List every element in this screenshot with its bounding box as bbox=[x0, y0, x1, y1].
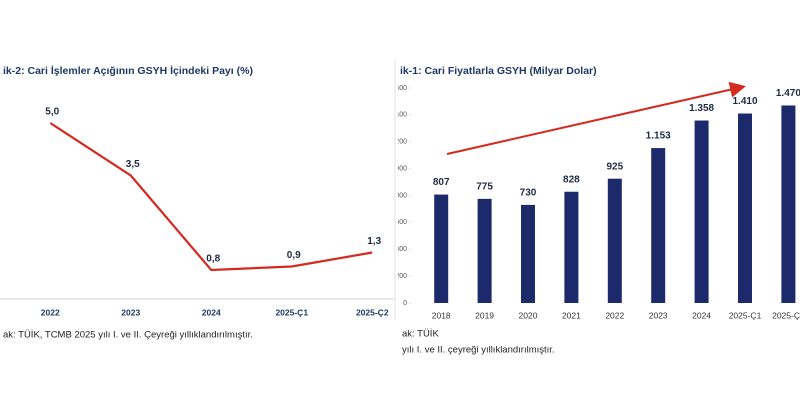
footnote: ak: TÜİK, TCMB 2025 yılı I. ve II. Çeyre… bbox=[3, 330, 253, 341]
data-label: 1.410 bbox=[732, 96, 757, 107]
y-tick-label: 600 bbox=[395, 219, 407, 226]
y-tick-label: 1.600 bbox=[389, 85, 407, 92]
x-tick-label: 2024 bbox=[692, 310, 711, 320]
x-tick-label: 2022 bbox=[41, 307, 60, 317]
y-tick-label: 200 bbox=[395, 273, 407, 280]
x-tick-label: 2023 bbox=[121, 307, 140, 317]
bar bbox=[434, 194, 449, 303]
bar bbox=[607, 178, 622, 303]
data-line bbox=[49, 122, 373, 272]
data-label: 775 bbox=[476, 182, 493, 193]
y-tick-label: 400 bbox=[395, 246, 407, 253]
left-panel: ik-2: Cari İşlemler Açığının GSYH İçinde… bbox=[0, 60, 396, 341]
x-tick-label: 2024 bbox=[202, 307, 221, 317]
data-label: 730 bbox=[520, 188, 537, 199]
data-label: 1.153 bbox=[646, 131, 671, 142]
y-tick-label: 0 bbox=[403, 300, 407, 307]
bar bbox=[694, 120, 709, 303]
y-tick-label: 800 bbox=[395, 192, 407, 199]
y-tick-label: 1.400 bbox=[389, 112, 407, 119]
bar bbox=[521, 204, 535, 303]
y-tick-label: 1.000 bbox=[389, 165, 407, 172]
data-label: 0,8 bbox=[206, 254, 220, 265]
x-tick-label: 2018 bbox=[432, 310, 451, 320]
data-label: 807 bbox=[433, 177, 450, 188]
data-label: 925 bbox=[606, 161, 623, 172]
footnote: yılı I. ve II. çeyreği yıllıklandırılmış… bbox=[402, 345, 555, 356]
x-tick-label: 2022 bbox=[605, 310, 624, 320]
y-tick-label: 1.200 bbox=[389, 139, 407, 146]
bar bbox=[477, 198, 492, 303]
x-tick-label: 2025-Ç1 bbox=[729, 310, 762, 320]
data-label: 828 bbox=[563, 174, 580, 185]
bar bbox=[651, 148, 666, 303]
chart-title: ik-1: Cari Fiyatlarla GSYH (Milyar Dolar… bbox=[400, 65, 597, 77]
x-tick-label: 2023 bbox=[649, 310, 668, 320]
bar bbox=[781, 105, 796, 303]
right-panel: ik-1: Cari Fiyatlarla GSYH (Milyar Dolar… bbox=[389, 65, 800, 356]
x-tick-label: 2025-Ç2 bbox=[772, 310, 800, 320]
x-tick-label: 2019 bbox=[475, 310, 494, 320]
x-tick-label: 2025-Ç2 bbox=[356, 307, 389, 317]
bar bbox=[738, 113, 752, 303]
x-tick-label: 2020 bbox=[519, 310, 538, 320]
data-label: 1.358 bbox=[689, 103, 714, 114]
footnote: ak: TÜİK bbox=[402, 329, 439, 340]
data-label: 1.470 bbox=[776, 88, 800, 99]
data-label: 1,3 bbox=[367, 236, 381, 247]
data-label: 3,5 bbox=[126, 159, 140, 170]
x-tick-label: 2025-Ç1 bbox=[275, 307, 308, 317]
x-tick-label: 2021 bbox=[562, 310, 581, 320]
bar bbox=[564, 191, 579, 303]
chart-title: ik-2: Cari İşlemler Açığının GSYH İçinde… bbox=[3, 64, 253, 77]
data-label: 0,9 bbox=[287, 250, 301, 261]
trend-arrow bbox=[446, 81, 746, 155]
data-label: 5,0 bbox=[45, 107, 59, 118]
